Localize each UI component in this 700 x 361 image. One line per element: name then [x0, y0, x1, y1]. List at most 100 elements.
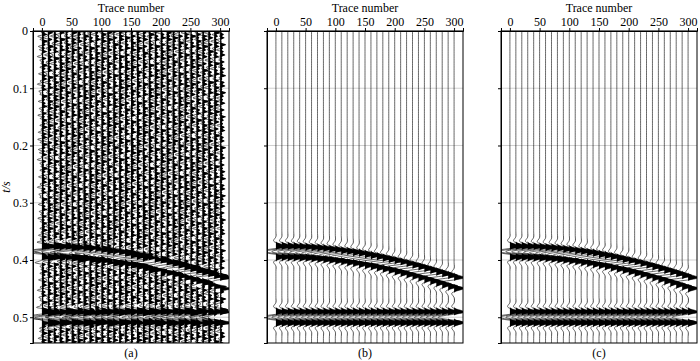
- panel: 050100150200250300Trace number(b): [260, 1, 464, 360]
- trace-line: [54, 31, 85, 343]
- x-tick-label: 100: [93, 15, 111, 29]
- trace-fill: [300, 31, 310, 343]
- y-tick: [264, 145, 267, 146]
- y-tick: [498, 145, 501, 146]
- trace-fill: [347, 31, 357, 343]
- trace-fill: [407, 31, 417, 343]
- trace-fill: [516, 31, 526, 343]
- x-tick-label: 0: [273, 15, 279, 29]
- x-tick: 0: [507, 15, 513, 31]
- trace-fill: [546, 31, 556, 343]
- y-tick: [498, 31, 501, 32]
- axis-line: [264, 32, 268, 344]
- trace-fill: [365, 31, 375, 343]
- trace-fill: [551, 31, 561, 343]
- trace-fill: [522, 31, 532, 343]
- y-tick-label: 0.4: [13, 253, 28, 267]
- trace-line: [438, 31, 463, 343]
- x-tick-label: 300: [680, 15, 698, 29]
- y-tick: [498, 260, 501, 261]
- plot-frame: [33, 31, 229, 343]
- panel: 05010015020025030000.10.20.30.40.5Trace …: [0, 1, 234, 360]
- trace-fill: [670, 31, 680, 343]
- x-tick-label: 200: [620, 15, 638, 29]
- trace-fill: [611, 31, 621, 343]
- traces: [33, 31, 229, 343]
- trace-fill: [276, 31, 286, 343]
- x-tick: 50: [534, 15, 546, 31]
- y-tick: [498, 88, 501, 89]
- axis-line: [498, 32, 502, 344]
- figure: 05010015020025030000.10.20.30.40.5Trace …: [0, 0, 700, 361]
- y-tick-mark: [498, 203, 501, 204]
- y-tick-mark: [30, 260, 33, 261]
- x-tick: 150: [123, 15, 141, 31]
- y-tick-mark: [264, 203, 267, 204]
- trace-fill: [641, 31, 651, 343]
- y-axis: 00.10.20.30.40.5: [13, 24, 34, 343]
- x-tick: 150: [591, 15, 609, 31]
- trace-fill: [288, 31, 298, 343]
- y-tick-mark: [498, 88, 501, 89]
- y-tick-label: 0: [22, 24, 28, 38]
- trace-fill: [658, 31, 668, 343]
- y-tick-mark: [30, 203, 33, 204]
- trace-fill: [306, 31, 316, 343]
- x-tick-label: 50: [534, 15, 546, 29]
- trace-fill: [341, 31, 351, 343]
- y-tick: [264, 88, 267, 89]
- trace-fill: [359, 31, 369, 343]
- y-tick: [264, 260, 267, 261]
- y-tick-mark: [264, 145, 267, 146]
- trace-line: [672, 31, 697, 343]
- x-tick-label: 250: [650, 15, 668, 29]
- trace-fill: [534, 31, 544, 343]
- x-tick-label: 100: [327, 15, 345, 29]
- x-tick: 250: [416, 15, 434, 31]
- y-tick: 0.1: [13, 82, 33, 96]
- x-tick: 100: [561, 15, 579, 31]
- y-tick: 0: [22, 24, 33, 38]
- trace-fill: [569, 31, 579, 343]
- x-tick: 300: [446, 15, 464, 31]
- trace-fill: [510, 31, 520, 343]
- panel-title: (b): [358, 346, 372, 360]
- y-tick-label: 0.5: [13, 311, 28, 325]
- x-tick: 50: [66, 15, 78, 31]
- trace-fill: [575, 31, 585, 343]
- trace-fill: [312, 31, 322, 343]
- x-tick-label: 150: [357, 15, 375, 29]
- trace-fill: [377, 31, 387, 343]
- x-tick-label: 0: [507, 15, 513, 29]
- y-tick: [264, 317, 267, 318]
- y-tick-mark: [264, 317, 267, 318]
- trace-fill: [664, 31, 674, 343]
- trace-fill: [454, 31, 463, 343]
- trace-fill: [401, 31, 411, 343]
- x-tick-label: 50: [300, 15, 312, 29]
- trace-fill: [647, 31, 657, 343]
- trace-line: [267, 31, 286, 343]
- y-tick-mark: [30, 145, 33, 146]
- trace-line: [203, 31, 229, 343]
- x-tick-label: 150: [591, 15, 609, 29]
- traces: [501, 31, 697, 343]
- x-tick-label: 150: [123, 15, 141, 29]
- trace-fill: [540, 31, 550, 343]
- y-tick: 0.4: [13, 253, 33, 267]
- panel-title: (a): [124, 346, 137, 360]
- x-axis-title: Trace number: [566, 1, 633, 15]
- y-axis: [498, 32, 502, 344]
- trace-fill: [430, 31, 440, 343]
- x-tick: 200: [620, 15, 638, 31]
- axis-line: [30, 32, 34, 344]
- trace-fill: [353, 31, 363, 343]
- y-tick: 0.3: [13, 196, 33, 210]
- y-tick-mark: [498, 317, 501, 318]
- x-tick-label: 250: [416, 15, 434, 29]
- y-tick-mark: [30, 31, 33, 32]
- traces: [267, 31, 463, 343]
- x-axis: 050100150200250300: [268, 15, 464, 32]
- x-tick: 0: [39, 15, 45, 31]
- trace-fill: [629, 31, 639, 343]
